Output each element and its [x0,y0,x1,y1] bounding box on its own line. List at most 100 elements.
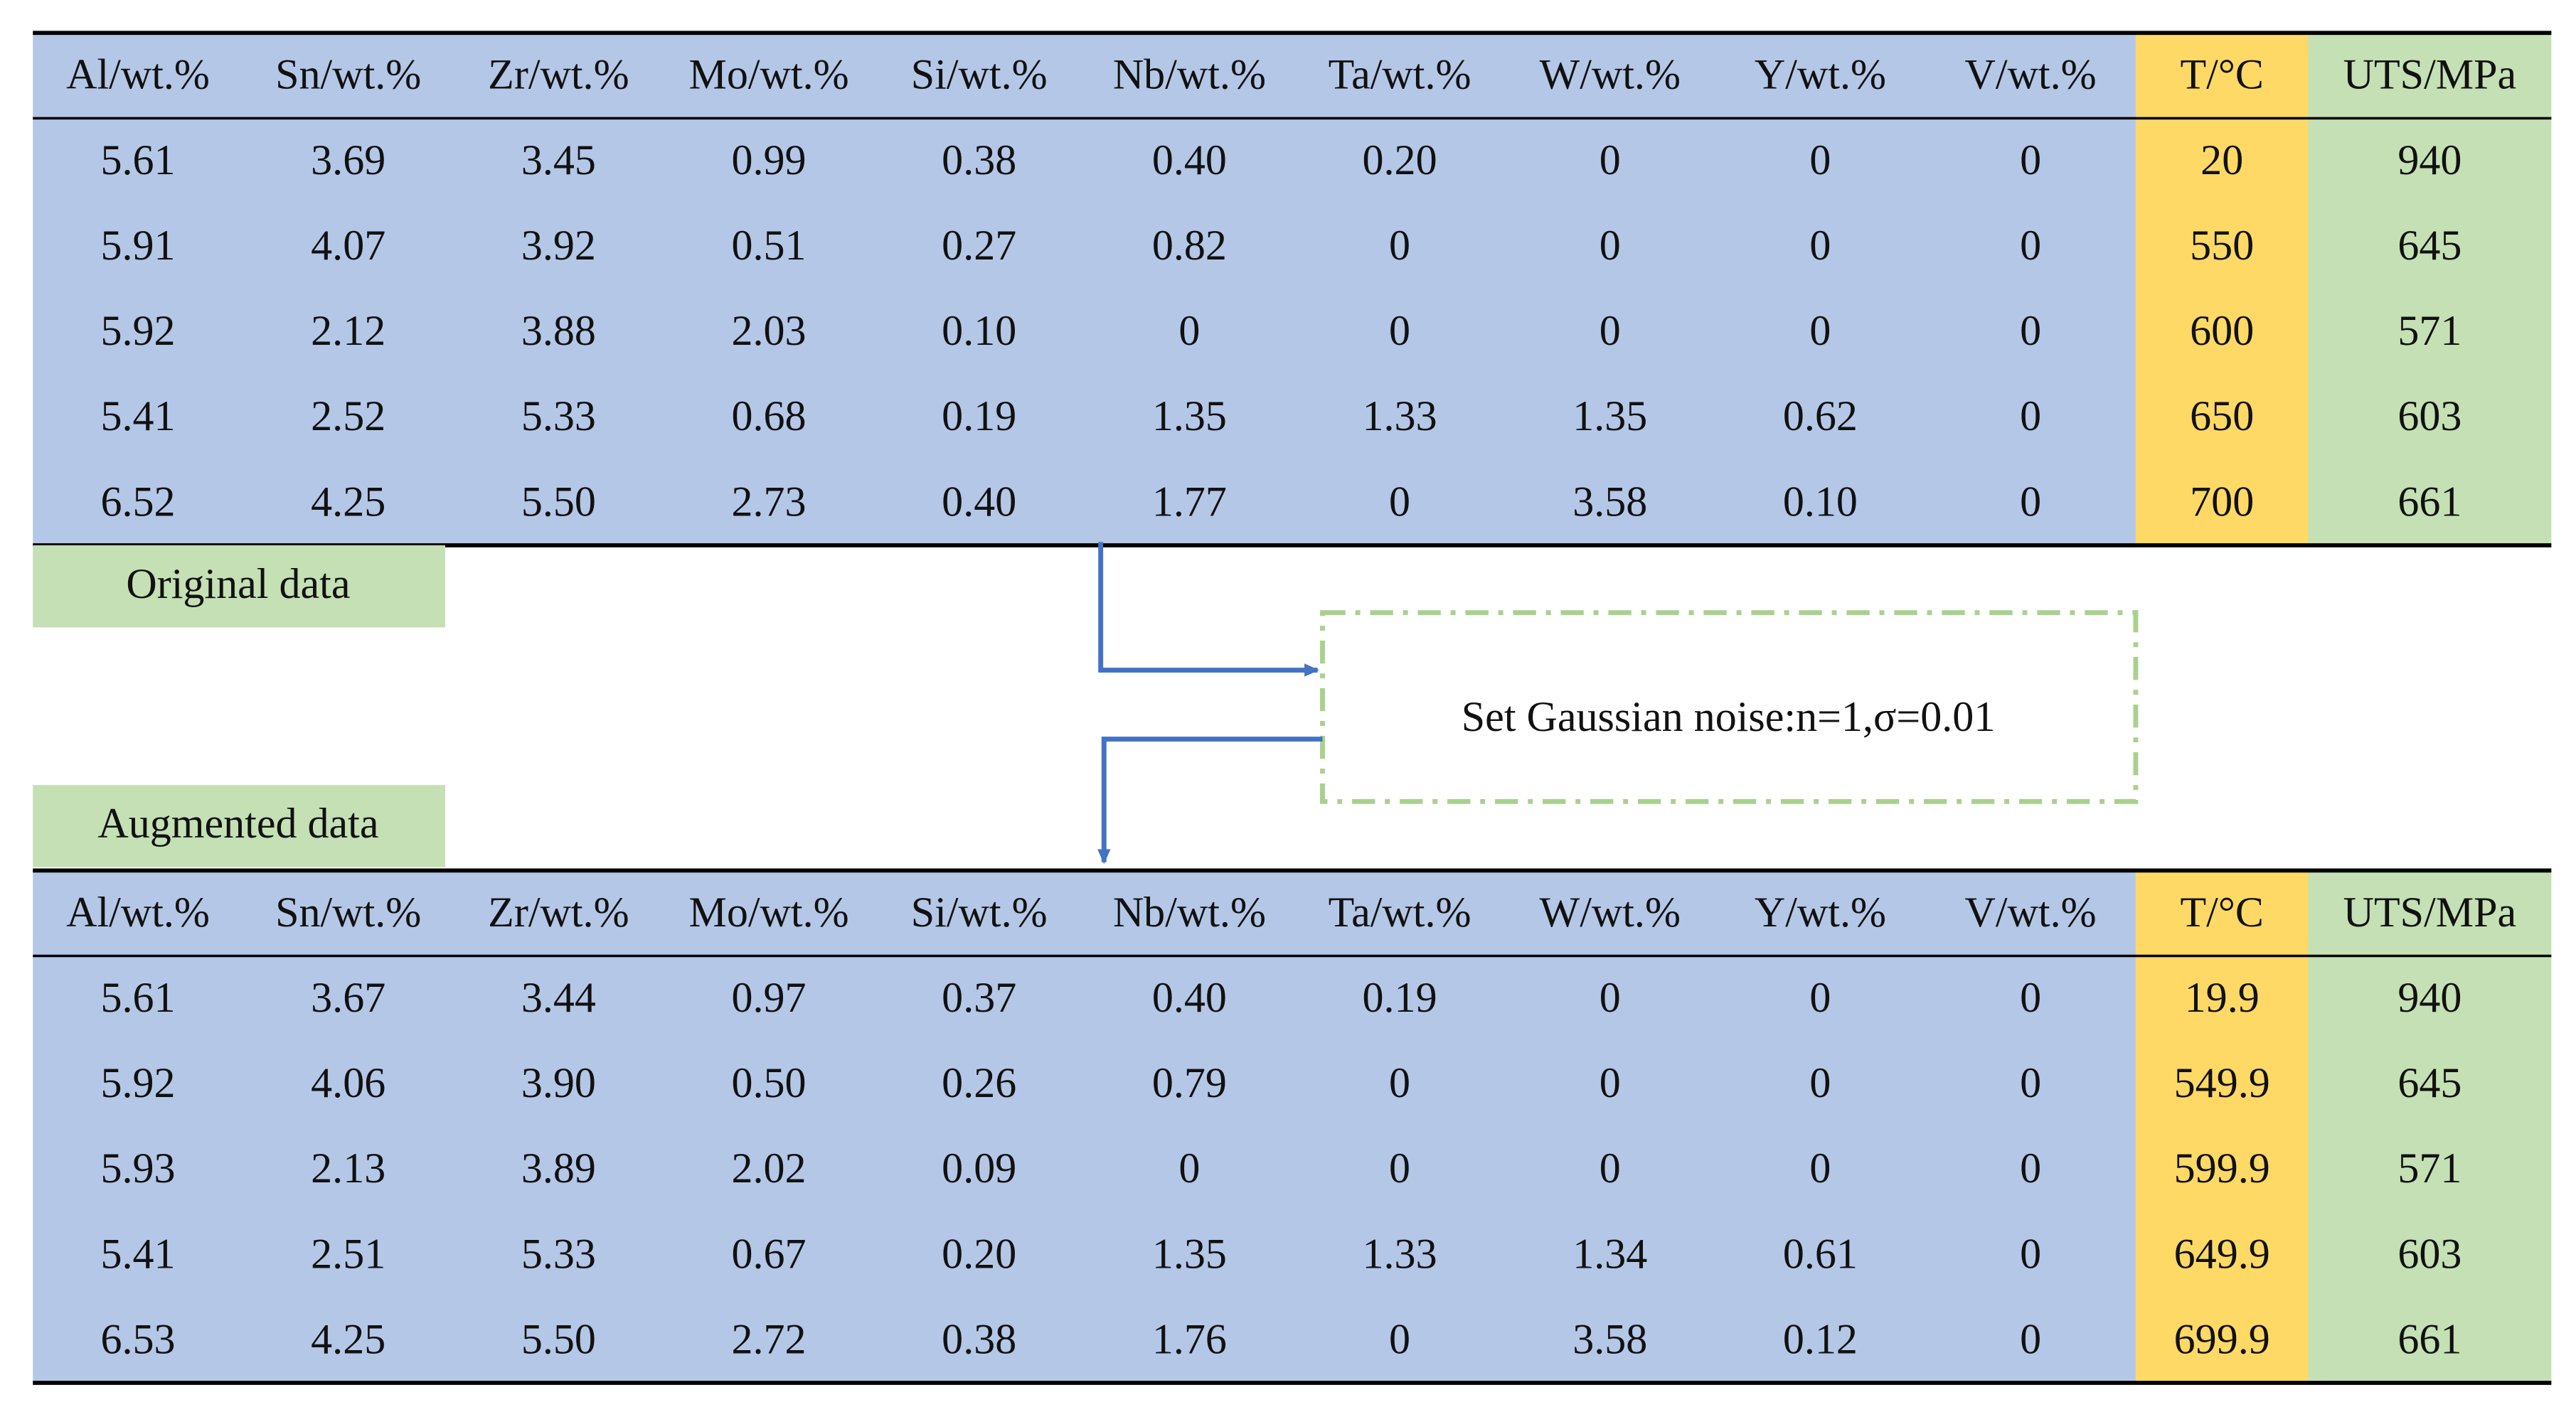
cell: 5.61 [100,136,175,183]
label-bg [33,785,445,867]
cell: 1.35 [1152,392,1227,439]
header-cell: Zr/wt.% [488,888,629,936]
header-cell: UTS/MPa [2343,888,2517,936]
cell: 0 [1809,306,1831,354]
cell: 2.03 [732,306,807,354]
cell: 0.82 [1152,221,1227,269]
cell: 4.06 [311,1059,385,1106]
cell: 0 [1809,1059,1831,1106]
header-cell: V/wt.% [1965,888,2097,936]
cell: 0.67 [732,1229,807,1277]
cell: 0 [2020,392,2041,439]
cell: 0 [1809,1144,1831,1192]
cell: 5.33 [521,392,596,439]
yellow-bg [2135,870,2309,1384]
cell: 4.07 [311,221,385,269]
cell: 2.52 [311,392,385,439]
cell: 550 [2190,221,2254,269]
cell: 0 [1389,1144,1410,1192]
cell: 1.76 [1152,1315,1227,1362]
cell: 5.61 [100,973,175,1021]
cell: 0.20 [942,1229,1016,1277]
cell: 6.52 [100,477,175,525]
cell: 3.45 [521,136,596,183]
cell: 5.93 [100,1144,175,1192]
cell: 650 [2190,392,2254,439]
cell: 2.73 [732,477,807,525]
cell: 0.20 [1363,136,1437,183]
cell: 0.79 [1152,1059,1227,1106]
cell: 3.58 [1572,1315,1647,1362]
arrow [1098,542,1319,677]
header-cell: Zr/wt.% [488,50,629,98]
arrow [1097,737,1323,865]
header-cell: Ta/wt.% [1329,888,1471,936]
label-bg [33,545,445,628]
cell: 0 [1600,973,1621,1021]
header-cell: V/wt.% [1965,50,2097,98]
cell: 2.13 [311,1144,385,1192]
augmented-table: Al/wt.% Sn/wt.% Zr/wt.% Mo/wt.% Si/wt.% Nb/wt… [33,868,2552,1385]
cell: 0 [2020,973,2041,1021]
cell: 0 [1178,1144,1200,1192]
cell: 0.19 [942,392,1016,439]
cell: 0.26 [942,1059,1016,1106]
header-cell: Al/wt.% [66,50,210,98]
cell: 0 [2020,1229,2041,1277]
cell: 599.9 [2174,1144,2270,1192]
green-bg [2308,870,2552,1384]
cell: 5.91 [100,221,175,269]
cell: 0 [1600,306,1621,354]
cell: 0 [1389,306,1410,354]
cell: 0 [1389,1315,1410,1362]
cell: 5.33 [521,1229,596,1277]
cell: 4.25 [311,1315,385,1362]
green-bg [2308,33,2552,545]
cell: 5.50 [521,477,596,525]
cell: 0.61 [1783,1229,1858,1277]
cell: 0 [1178,306,1200,354]
cell: 645 [2397,221,2461,269]
header-cell: T/°C [2180,888,2263,936]
cell: 0 [1600,1059,1621,1106]
cell: 571 [2397,1144,2461,1192]
cell: 3.44 [521,973,596,1021]
cell: 0.27 [942,221,1016,269]
cell: 3.92 [521,221,596,269]
header-cell: W/wt.% [1540,888,1681,936]
cell: 5.41 [100,1229,175,1277]
header-cell: Nb/wt.% [1113,888,1266,936]
cell: 940 [2397,136,2461,183]
cell: 3.69 [311,136,385,183]
header-cell: Sn/wt.% [275,50,421,98]
cell: 0.38 [942,1315,1016,1362]
cell: 661 [2397,1315,2461,1362]
cell: 649.9 [2174,1229,2270,1277]
cell: 0.12 [1783,1315,1858,1362]
cell: 0.50 [732,1059,807,1106]
cell: 0.68 [732,392,807,439]
cell: 0 [1600,1144,1621,1192]
cell: 0 [1389,477,1410,525]
header-cell: Mo/wt.% [688,50,848,98]
cell: 0 [1600,136,1621,183]
cell: 1.34 [1572,1229,1647,1277]
cell: 661 [2397,477,2461,525]
cell: 3.90 [521,1059,596,1106]
blue-bg [33,870,2136,1384]
original-table: Al/wt.% Sn/wt.% Zr/wt.% Mo/wt.% Si/wt.% Nb/wt… [33,31,2552,547]
cell: 19.9 [2185,973,2260,1021]
cell: 2.51 [311,1229,385,1277]
yellow-bg [2135,33,2309,545]
cell: 0.40 [1152,973,1227,1021]
header-cell: Y/wt.% [1755,888,1886,936]
cell: 603 [2397,392,2461,439]
cell: 5.92 [100,1059,175,1106]
cell: 0 [2020,136,2041,183]
cell: 0.37 [942,973,1016,1021]
cell: 549.9 [2174,1059,2270,1106]
header-cell: W/wt.% [1540,50,1681,98]
cell: 3.67 [311,973,385,1021]
